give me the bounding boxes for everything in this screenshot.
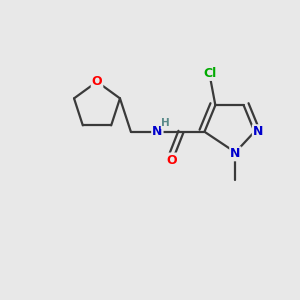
Text: N: N [152,125,163,138]
Text: O: O [166,154,176,166]
Text: N: N [253,125,263,138]
Text: H: H [161,118,170,128]
Text: N: N [230,147,241,160]
Text: Cl: Cl [204,67,217,80]
Text: O: O [92,75,102,88]
